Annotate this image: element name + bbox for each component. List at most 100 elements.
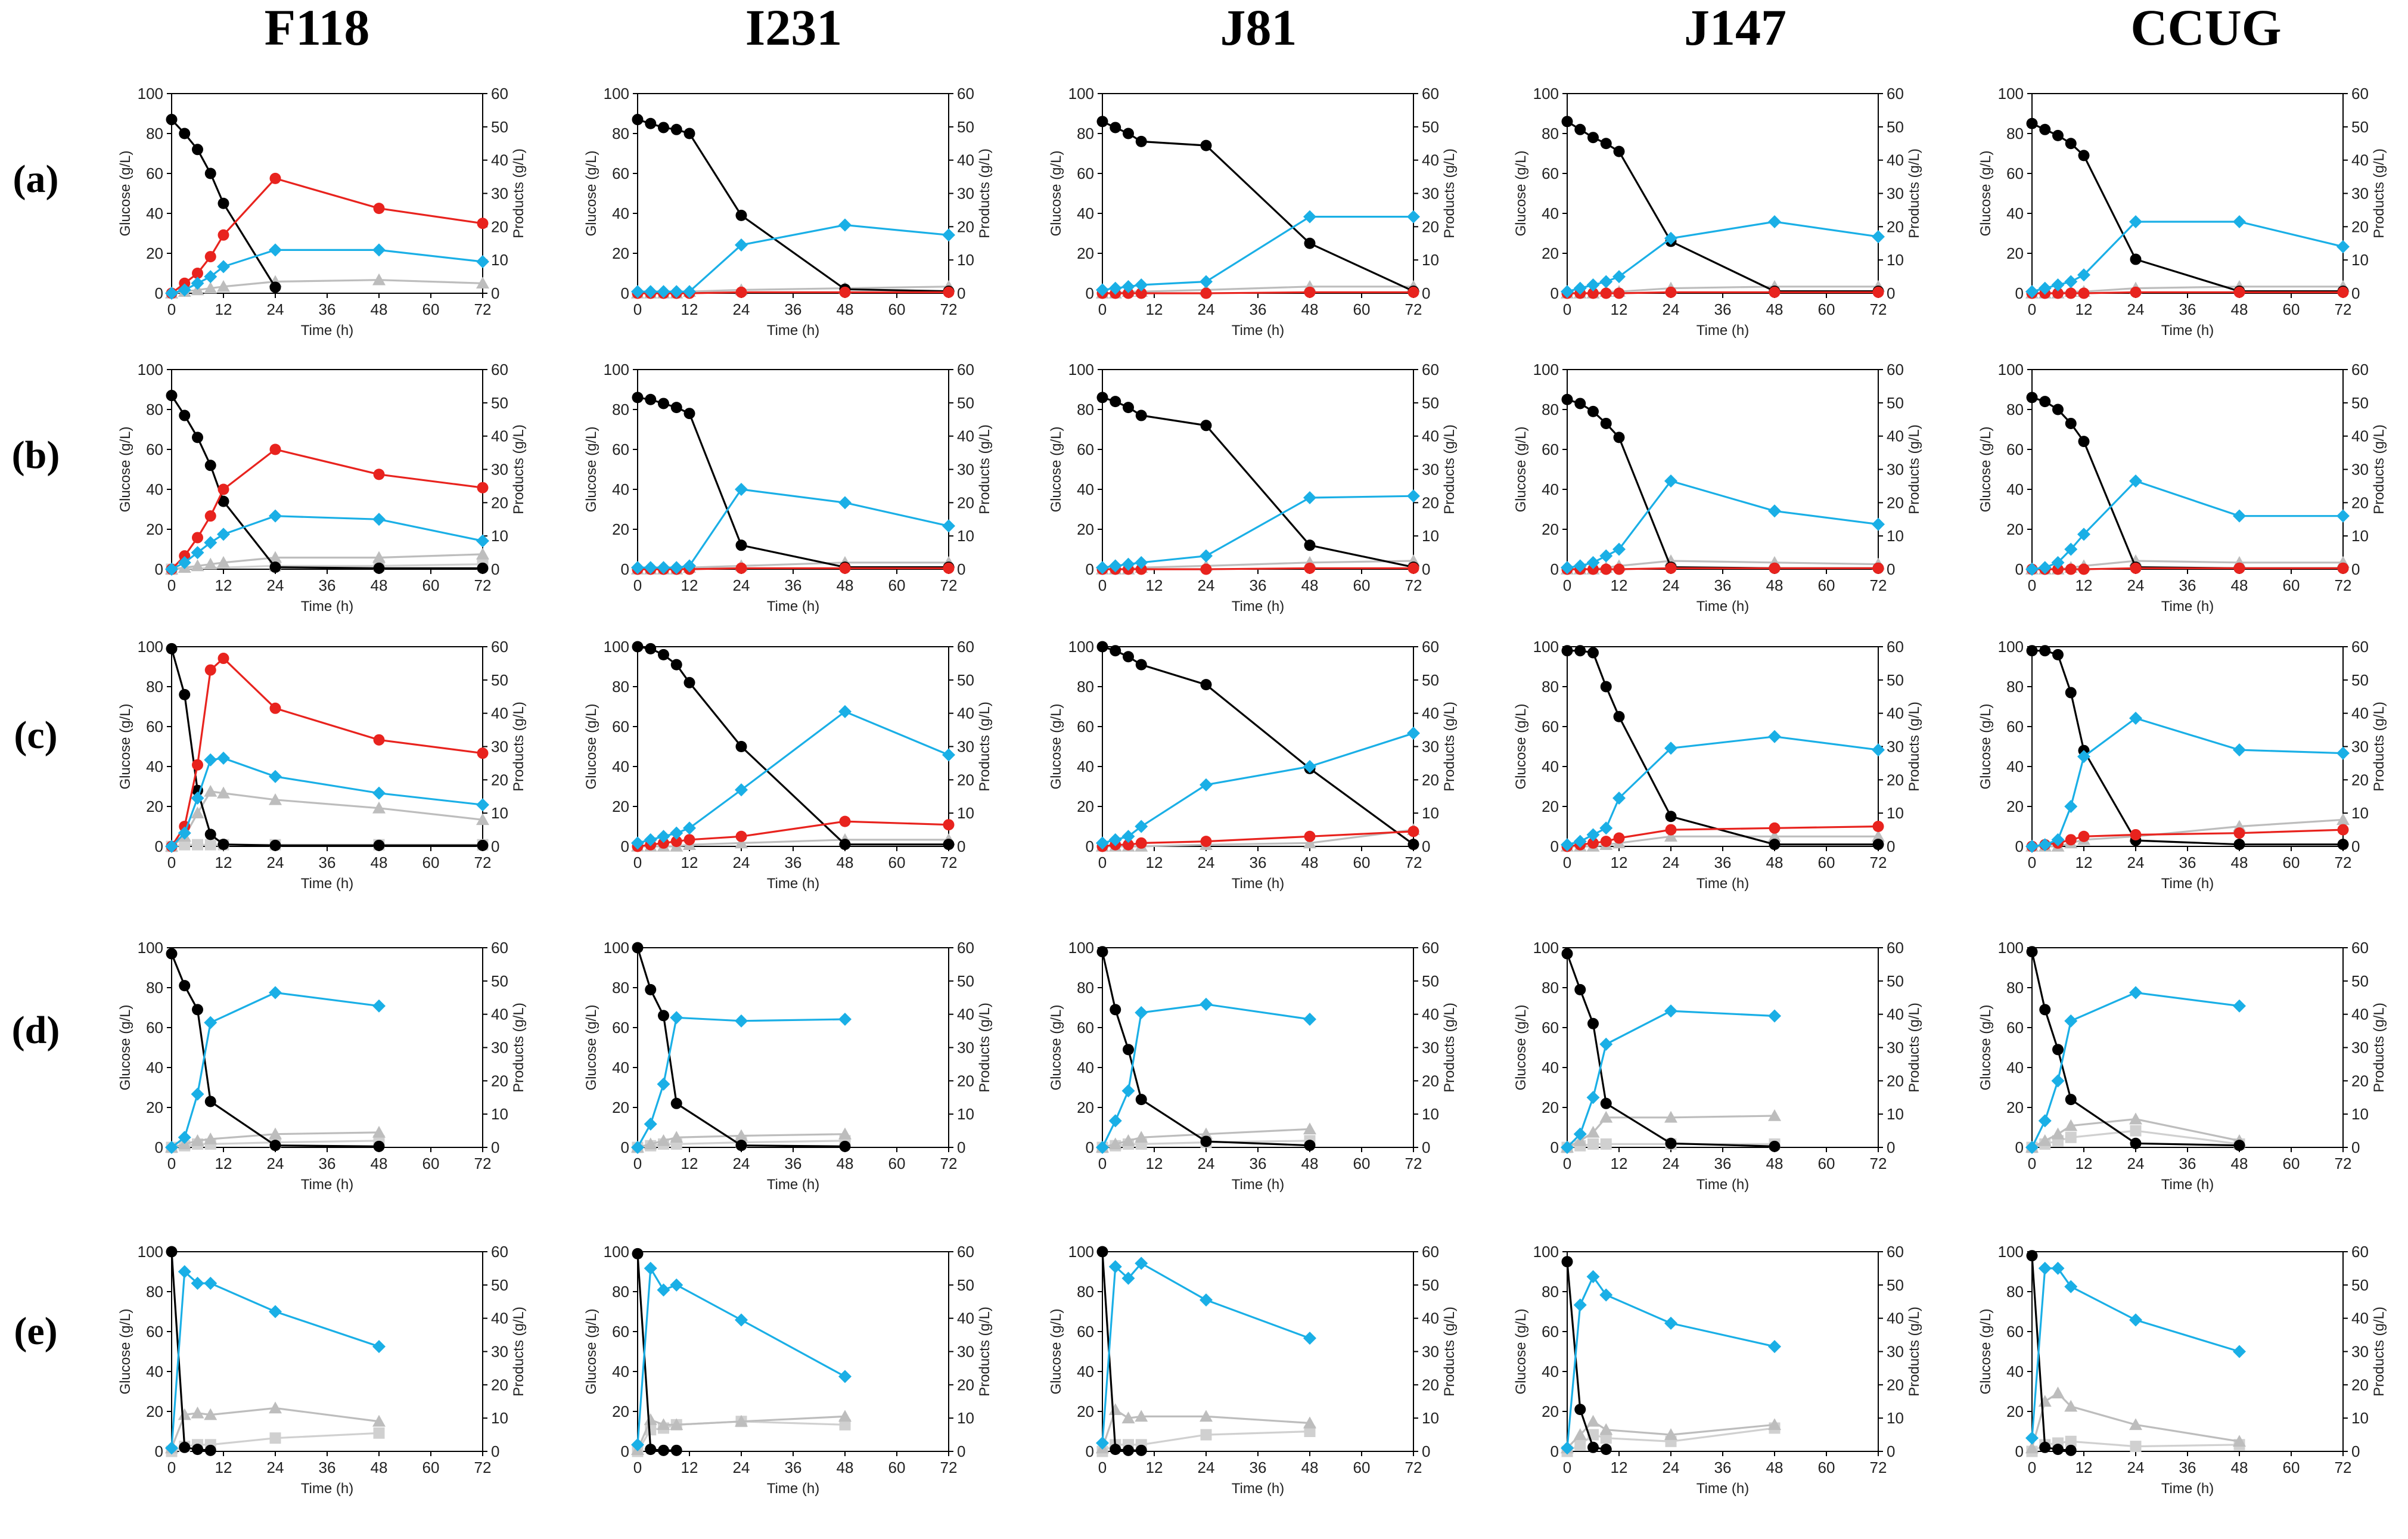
data-point [204, 839, 216, 851]
panel-c-j81: 0 20 40 60 80 100 0 10 20 30 40 50 60 0 12 24 36 48 60 72 Ti… [1048, 638, 1458, 892]
y-left-tick-label: 100 [138, 85, 163, 103]
y-left-tick-label: 40 [2006, 204, 2024, 222]
series-line [170, 1270, 380, 1448]
data-point [373, 1140, 385, 1152]
y-right-tick-label: 0 [957, 560, 965, 578]
y-right-tick-label: 0 [1422, 1442, 1430, 1460]
y-right-tick-label: 40 [491, 427, 508, 445]
data-point [2336, 813, 2350, 826]
y-left-tick-label: 0 [1551, 560, 1559, 578]
data-point [1587, 563, 1599, 575]
data-point [631, 561, 644, 575]
data-point [942, 519, 955, 533]
x-tick-label: 0 [167, 300, 176, 318]
data-point [2065, 138, 2077, 150]
panel-e-i231: 0 20 40 60 80 100 0 10 20 30 40 50 60 0 12 24 36 48 60 72 Ti… [583, 1243, 993, 1497]
data-point [2051, 1074, 2065, 1088]
series-line [2031, 396, 2343, 569]
data-point [1573, 559, 1587, 573]
data-point [373, 839, 385, 851]
y-right-axis-title: Products (g/L) [1441, 1307, 1458, 1397]
y-right-tick-label: 40 [2351, 427, 2369, 445]
y-left-tick-label: 60 [1542, 165, 1559, 182]
panel-e-j81: 0 20 40 60 80 100 0 10 20 30 40 50 60 0 12 24 36 48 60 72 Ti… [1048, 1243, 1458, 1497]
x-axis-title: Time (h) [301, 1177, 353, 1193]
series-line [1101, 1003, 1310, 1148]
data-point [1303, 1122, 1316, 1135]
y-left-tick-label: 80 [2006, 678, 2024, 696]
data-point [1121, 830, 1135, 843]
data-point [1108, 1114, 1122, 1128]
data-point [2129, 986, 2142, 1000]
y-right-tick-label: 0 [957, 284, 965, 302]
x-tick-label: 24 [267, 854, 284, 871]
series-line [1567, 221, 1879, 293]
data-point [2026, 117, 2038, 129]
data-point [1304, 562, 1316, 574]
plot-frame [171, 1251, 483, 1452]
data-point [1096, 392, 1108, 404]
y-right-tick-label: 60 [491, 85, 508, 103]
data-point [204, 510, 216, 522]
data-point [1573, 1298, 1587, 1312]
data-point [1561, 1441, 1574, 1455]
x-tick-label: 48 [371, 1459, 388, 1476]
data-point [1664, 741, 1677, 755]
y-right-tick-label: 20 [2351, 1376, 2369, 1394]
data-point [204, 536, 218, 550]
y-left-tick-label: 60 [612, 1019, 629, 1037]
panel-b-j147: 0 20 40 60 80 100 0 10 20 30 40 50 60 0 12 24 36 48 60 72 Ti… [1513, 361, 1922, 615]
data-point [644, 1413, 657, 1425]
data-point [1600, 138, 1612, 150]
data-point [1664, 1004, 1677, 1018]
x-tick-label: 72 [1405, 854, 1422, 871]
y-left-axis-title: Glucose (g/L) [1978, 426, 1994, 512]
data-point [1096, 561, 1109, 575]
data-point [192, 839, 203, 851]
y-left-tick-label: 40 [612, 480, 629, 498]
data-point [2038, 1395, 2052, 1407]
y-right-tick-label: 10 [1422, 1409, 1439, 1427]
data-point [2039, 1441, 2051, 1453]
series-line [170, 448, 483, 570]
data-point [2336, 509, 2350, 523]
data-point [1200, 275, 1213, 288]
y-right-tick-label: 50 [1887, 671, 1904, 689]
x-tick-label: 36 [319, 1459, 336, 1476]
y-left-tick-label: 80 [146, 979, 163, 997]
y-left-tick-label: 80 [146, 678, 163, 696]
y-right-tick-label: 0 [2351, 560, 2360, 578]
x-tick-label: 48 [2231, 300, 2248, 318]
series-product_blue-diamond [165, 986, 386, 1154]
y-right-tick-label: 10 [1887, 251, 1904, 269]
x-tick-label: 24 [733, 300, 750, 318]
y-left-tick-label: 80 [1077, 678, 1094, 696]
data-point [670, 1131, 683, 1143]
x-tick-label: 0 [1563, 854, 1571, 871]
data-point [2026, 1250, 2038, 1262]
plot-frame [171, 947, 483, 1148]
y-right-axis-title: Products (g/L) [511, 424, 527, 514]
data-point [1600, 287, 1612, 299]
data-point [1200, 420, 1212, 432]
data-point [373, 562, 385, 574]
y-left-tick-label: 0 [2015, 1138, 2024, 1156]
panel-c-ccug: 0 20 40 60 80 100 0 10 20 30 40 50 60 0 12 24 36 48 60 72 Ti… [1978, 638, 2387, 892]
x-axis-title: Time (h) [301, 598, 353, 615]
x-tick-label: 0 [167, 576, 176, 594]
series-product_blue-diamond [2025, 1261, 2246, 1445]
data-point [1599, 1423, 1613, 1435]
data-point [839, 839, 851, 851]
data-point [2026, 392, 2038, 404]
data-point [1135, 1094, 1147, 1106]
x-tick-label: 72 [1870, 576, 1887, 594]
y-right-tick-label: 0 [957, 1442, 965, 1460]
data-point [670, 561, 683, 575]
x-axis-title: Time (h) [1697, 876, 1749, 892]
data-point [1121, 1084, 1135, 1098]
data-point [632, 1248, 644, 1259]
x-tick-label: 12 [2075, 854, 2093, 871]
y-left-tick-label: 60 [612, 1323, 629, 1341]
data-point [1613, 710, 1625, 722]
